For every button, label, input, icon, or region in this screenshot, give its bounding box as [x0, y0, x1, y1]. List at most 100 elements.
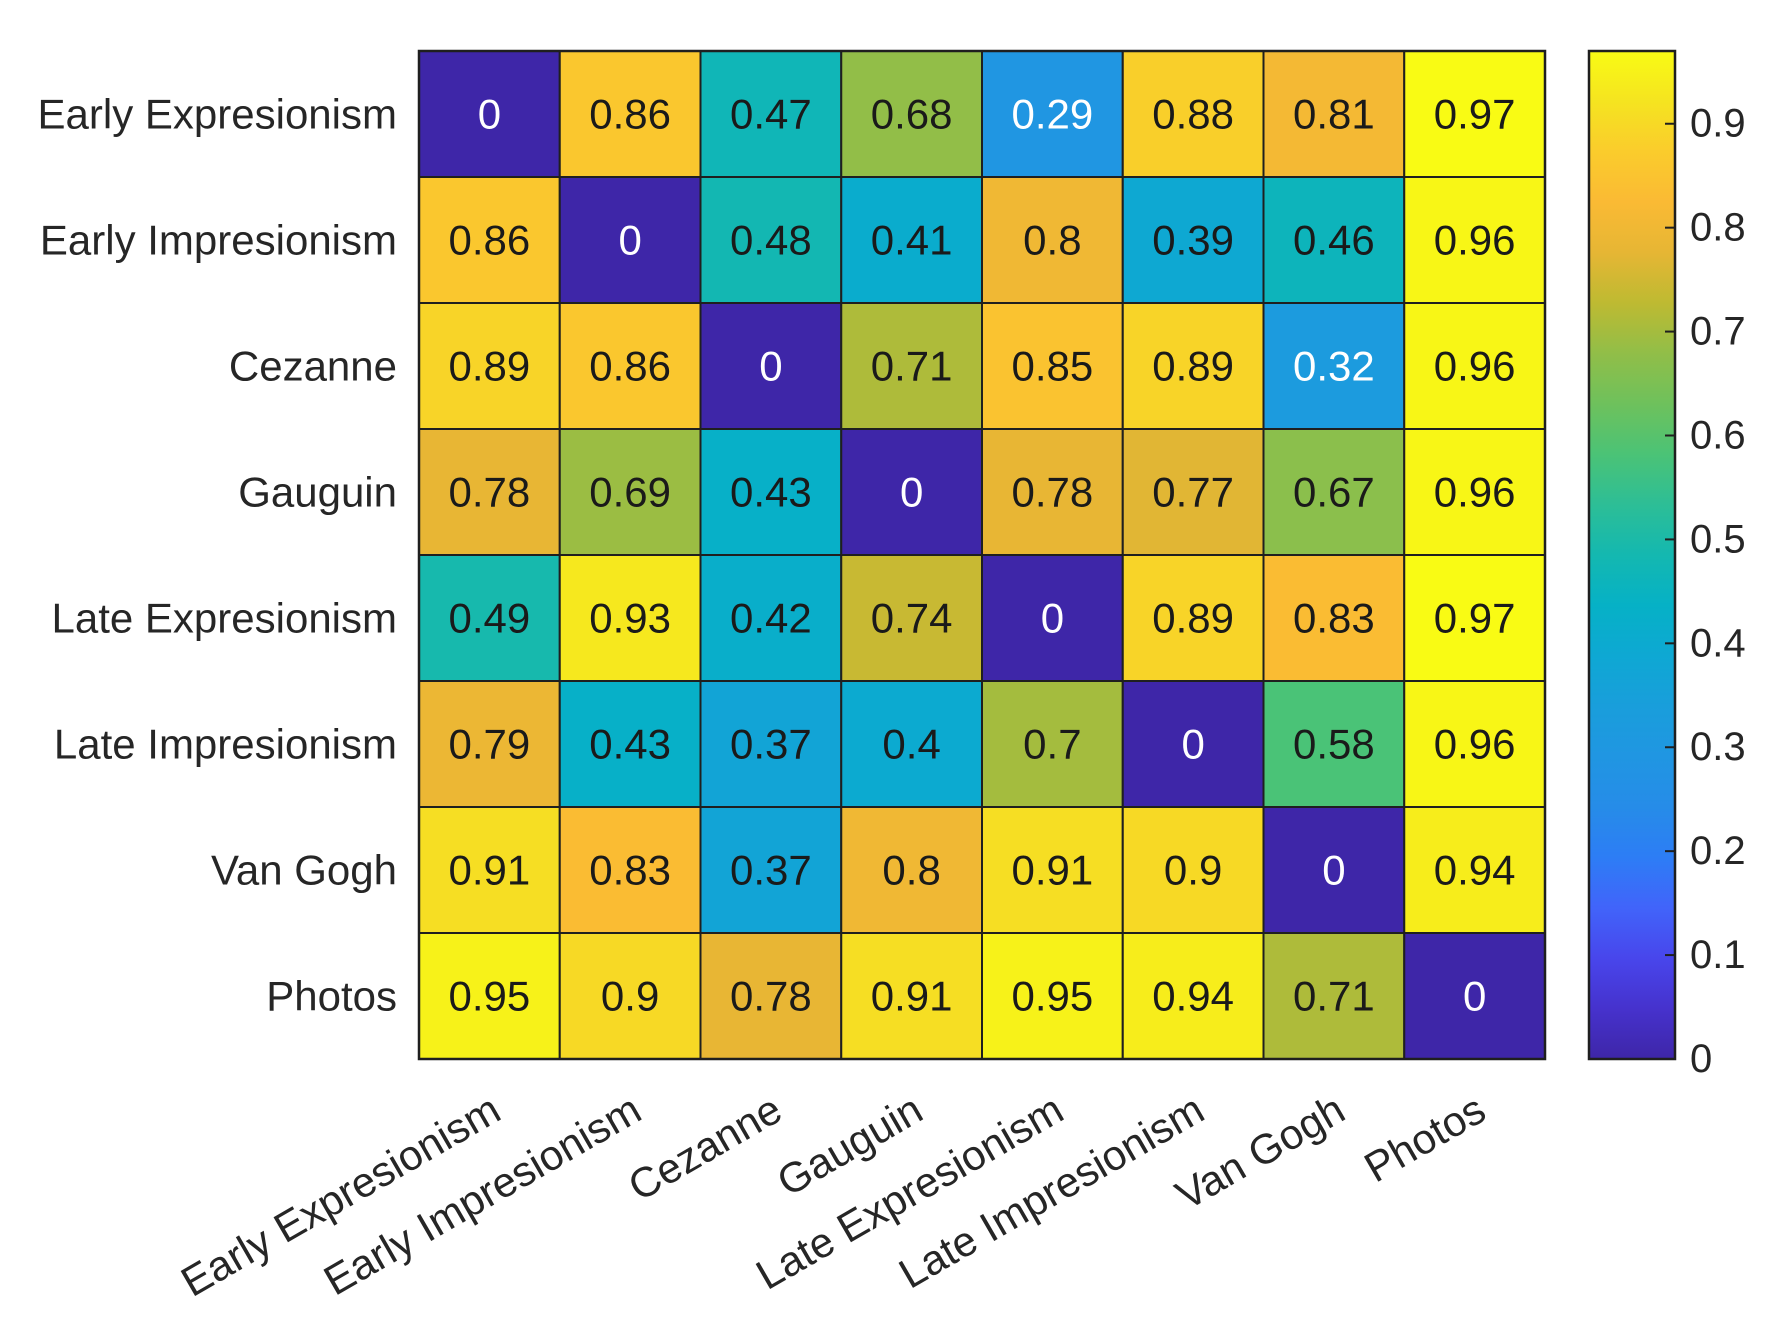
- heatmap-cell: [418, 428, 561, 556]
- cell-value-label: 0.96: [1434, 217, 1516, 264]
- cell-value-label: 0: [1322, 847, 1345, 894]
- colorbar-tick-label: 0.4: [1690, 621, 1746, 665]
- y-tick-label: Early Impresionism: [40, 217, 397, 264]
- cell-value-label: 0: [618, 217, 641, 264]
- cell-value-label: 0.71: [871, 343, 953, 390]
- heatmap-cell: [840, 50, 983, 178]
- heatmap-cell: [699, 680, 843, 808]
- y-tick-label: Van Gogh: [211, 847, 397, 894]
- cell-value-label: 0.86: [589, 91, 671, 138]
- heatmap-cell: [1121, 176, 1265, 304]
- cell-value-label: 0.96: [1434, 343, 1516, 390]
- heatmap-cell: [1121, 50, 1265, 178]
- heatmap-cell: [840, 428, 983, 556]
- cell-value-label: 0: [900, 469, 923, 516]
- heatmap-cell: [558, 176, 702, 304]
- y-tick-label: Late Expresionism: [52, 595, 398, 642]
- heatmap-cell: [1262, 680, 1406, 808]
- cell-value-label: 0: [1463, 973, 1486, 1020]
- cell-value-label: 0.48: [730, 217, 812, 264]
- heatmap-cell: [1262, 302, 1406, 430]
- cell-value-label: 0.83: [1293, 595, 1375, 642]
- cell-value-label: 0.94: [1434, 847, 1516, 894]
- cell-value-label: 0.91: [871, 973, 953, 1020]
- heatmap-cell: [840, 176, 983, 304]
- cell-value-label: 0.42: [730, 595, 812, 642]
- heatmap-cell: [1121, 554, 1265, 682]
- y-axis-tick-labels: Early Expresionism Early Impresionism Ceza…: [38, 91, 397, 1020]
- heatmap-cell: [981, 806, 1124, 934]
- heatmap-cell: [418, 50, 561, 178]
- colorbar-tick-label: 0: [1690, 1037, 1712, 1081]
- colorbar-tick-label: 0.9: [1690, 102, 1746, 146]
- cell-value-label: 0.37: [730, 847, 812, 894]
- cell-value-label: 0: [478, 91, 501, 138]
- colorbar-gradient: [1587, 49, 1677, 1061]
- heatmap-cell: [558, 50, 702, 178]
- colorbar-tick-label: 0.6: [1690, 413, 1746, 457]
- heatmap-cell: [1403, 932, 1546, 1060]
- heatmap-cell: [840, 302, 983, 430]
- cell-value-label: 0.29: [1012, 91, 1094, 138]
- cell-value-label: 0.86: [589, 343, 671, 390]
- cell-value-label: 0.4: [882, 721, 940, 768]
- heatmap-cell: [981, 302, 1124, 430]
- heatmap-cell: [1121, 680, 1265, 808]
- heatmap-cell: [840, 554, 983, 682]
- cell-value-label: 0: [1181, 721, 1204, 768]
- heatmap-cell: [1403, 680, 1546, 808]
- cell-value-label: 0.32: [1293, 343, 1375, 390]
- heatmap-cell: [1121, 806, 1265, 934]
- cell-value-label: 0: [1041, 595, 1064, 642]
- cell-value-label: 0.58: [1293, 721, 1375, 768]
- heatmap-cell: [1403, 806, 1546, 934]
- cell-value-label: 0.89: [449, 343, 531, 390]
- cell-value-label: 0.9: [1164, 847, 1222, 894]
- heatmap-cell: [558, 302, 702, 430]
- cell-value-label: 0.97: [1434, 595, 1516, 642]
- heatmap-cell: [1403, 554, 1546, 682]
- cell-value-label: 0.37: [730, 721, 812, 768]
- cell-value-label: 0.68: [871, 91, 953, 138]
- cell-value-label: 0.94: [1152, 973, 1234, 1020]
- cell-value-label: 0.78: [1012, 469, 1094, 516]
- cell-value-label: 0.95: [449, 973, 531, 1020]
- x-tick-label: Photos: [1356, 1085, 1493, 1191]
- cell-value-label: 0.9: [601, 973, 659, 1020]
- cell-value-label: 0.8: [1023, 217, 1081, 264]
- heatmap-cell: [558, 680, 702, 808]
- cell-value-label: 0: [759, 343, 782, 390]
- cell-value-label: 0.89: [1152, 343, 1234, 390]
- cell-value-label: 0.91: [1012, 847, 1094, 894]
- y-tick-label: Cezanne: [229, 343, 397, 390]
- y-tick-label: Early Expresionism: [38, 91, 397, 138]
- cell-value-label: 0.46: [1293, 217, 1375, 264]
- heatmap-cell: [558, 806, 702, 934]
- heatmap-grid: 0 0.86 0.47 0.68 0.29 0.88 0.81 0.97 0.86 0 0.48 0.…: [418, 50, 1546, 1060]
- colorbar-tick-label: 0.3: [1690, 725, 1746, 769]
- heatmap-cell: [699, 302, 843, 430]
- colorbar-tick-label: 0.2: [1690, 829, 1746, 873]
- heatmap-cell: [699, 806, 843, 934]
- heatmap-cell: [699, 932, 843, 1060]
- heatmap-cell: [1403, 50, 1546, 178]
- cell-value-label: 0.91: [449, 847, 531, 894]
- cell-value-label: 0.8: [882, 847, 940, 894]
- cell-value-label: 0.96: [1434, 721, 1516, 768]
- cell-value-label: 0.86: [449, 217, 531, 264]
- heatmap-cell: [1262, 428, 1406, 556]
- heatmap-cell: [1262, 806, 1406, 934]
- heatmap-cell: [1403, 176, 1546, 304]
- cell-value-label: 0.49: [449, 595, 531, 642]
- heatmap-cell: [418, 806, 561, 934]
- cell-value-label: 0.69: [589, 469, 671, 516]
- y-tick-label: Late Impresionism: [54, 721, 397, 768]
- cell-value-label: 0.81: [1293, 91, 1375, 138]
- cell-value-label: 0.67: [1293, 469, 1375, 516]
- cell-value-label: 0.77: [1152, 469, 1234, 516]
- heatmap-cell: [981, 428, 1124, 556]
- heatmap-cell: [1262, 554, 1406, 682]
- cell-value-label: 0.71: [1293, 973, 1375, 1020]
- cell-value-label: 0.74: [871, 595, 953, 642]
